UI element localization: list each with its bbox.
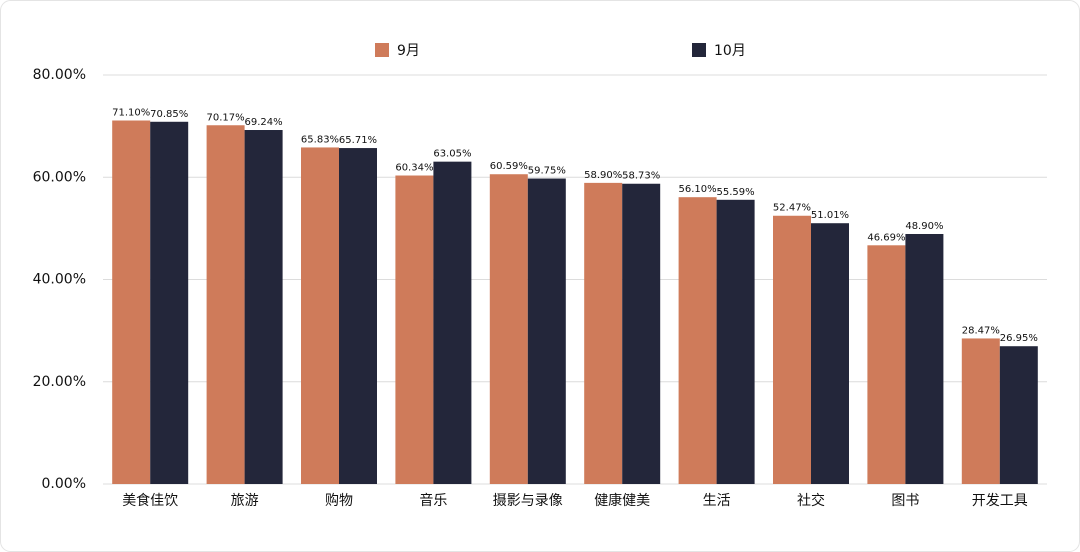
value-label: 63.05% [433,149,471,160]
x-tick-label: 摄影与录像 [493,493,563,509]
legend-label: 10月 [714,43,746,59]
value-label: 56.10% [679,184,717,195]
bar [433,161,472,485]
bar [961,338,1000,484]
value-label: 26.95% [1000,333,1038,344]
bar [867,245,906,484]
legend-label: 9月 [397,43,420,59]
x-tick-label: 美食佳饮 [122,492,178,509]
x-tick-label: 音乐 [419,492,447,509]
value-label: 58.73% [622,171,660,182]
value-label: 60.34% [395,163,433,174]
value-label: 71.10% [112,108,150,119]
bar [678,197,717,484]
value-label: 69.24% [245,117,283,128]
x-tick-label: 开发工具 [972,493,1028,509]
bar [301,147,339,484]
value-label: 52.47% [773,203,811,214]
bar [905,233,944,484]
value-label: 55.59% [717,187,755,198]
bar [716,199,755,484]
bar [811,223,849,485]
value-label: 48.90% [905,221,943,232]
bar [773,215,811,484]
y-tick-label: 20.00% [33,374,86,390]
bar [999,346,1038,484]
x-tick-label: 购物 [325,493,353,509]
value-label: 65.83% [301,134,339,145]
bar [527,178,566,484]
value-label: 70.17% [207,112,245,123]
bar [244,130,283,484]
x-tick-label: 生活 [703,493,731,509]
value-label: 70.85% [150,109,188,120]
value-label: 65.71% [339,135,377,146]
x-tick-label: 图书 [891,493,919,509]
x-tick-label: 健康健美 [594,492,650,509]
x-tick-label: 社交 [797,492,825,509]
value-label: 59.75% [528,166,566,177]
bar [206,125,245,485]
value-label: 46.69% [867,232,905,243]
bar [584,182,623,484]
value-label: 60.59% [490,161,528,172]
value-label: 51.01% [811,210,849,221]
x-tick-label: 旅游 [231,493,259,509]
legend-swatch [692,43,706,57]
bar [339,148,377,485]
y-tick-label: 60.00% [33,169,86,185]
bar [395,175,434,484]
bar [150,121,189,485]
y-tick-label: 80.00% [33,67,86,83]
bar [112,120,151,484]
bar [489,174,528,484]
y-tick-label: 0.00% [42,476,86,492]
bar [622,183,661,485]
y-tick-label: 40.00% [33,272,86,288]
value-label: 58.90% [584,170,622,181]
legend-swatch [375,43,389,57]
value-label: 28.47% [962,325,1000,336]
